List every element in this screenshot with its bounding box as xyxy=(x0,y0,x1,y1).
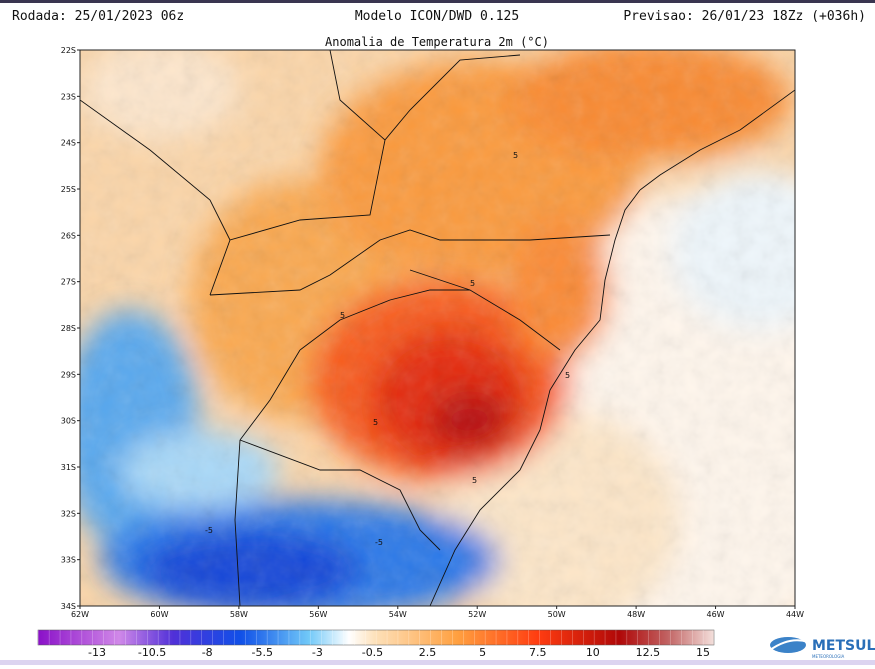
model-label: Modelo ICON/DWD 0.125 xyxy=(355,9,519,24)
lon-label: 56W xyxy=(309,610,327,619)
contour-label: 5 xyxy=(373,418,378,427)
colorbar-label: 2.5 xyxy=(419,646,437,659)
contour-label: 5 xyxy=(565,371,570,380)
lon-label: 54W xyxy=(389,610,407,619)
contour-label: 5 xyxy=(513,151,518,160)
lat-label: 27S xyxy=(61,278,76,287)
anomaly-field: 5 5 5 5 5 5 -5 -5 xyxy=(80,50,795,606)
lat-label: 33S xyxy=(61,556,76,565)
forecast-label: Previsao: 26/01/23 18Zz (+036h) xyxy=(623,9,866,24)
colorbar-label: -5.5 xyxy=(252,646,273,659)
lat-label: 25S xyxy=(61,185,76,194)
colorbar-boxes xyxy=(38,630,714,645)
lon-label: 50W xyxy=(548,610,566,619)
lon-label: 62W xyxy=(71,610,89,619)
lat-label: 26S xyxy=(61,231,76,240)
lat-label: 22S xyxy=(61,46,76,55)
axes: 22S23S24S25S26S27S28S29S30S31S32S33S34S6… xyxy=(61,46,804,619)
colorbar-label: 12.5 xyxy=(636,646,661,659)
lon-label: 58W xyxy=(230,610,248,619)
bottom-border xyxy=(0,660,875,665)
colorbar-label: -3 xyxy=(312,646,323,659)
logo-name: METSUL xyxy=(812,638,875,654)
map-title: Anomalia de Temperatura 2m (°C) xyxy=(325,35,549,49)
borders xyxy=(80,50,795,606)
top-border xyxy=(0,0,875,3)
contour-label: 5 xyxy=(340,311,345,320)
colorbar-label: 10 xyxy=(586,646,600,659)
lat-label: 31S xyxy=(61,463,76,472)
colorbar-label: 7.5 xyxy=(529,646,547,659)
lon-label: 48W xyxy=(627,610,645,619)
colorbar-label: 5 xyxy=(479,646,486,659)
lat-label: 29S xyxy=(61,370,76,379)
lat-label: 30S xyxy=(61,417,76,426)
lat-label: 32S xyxy=(61,509,76,518)
run-label: Rodada: 25/01/2023 06z xyxy=(12,9,184,24)
lon-label: 52W xyxy=(468,610,486,619)
lon-label: 44W xyxy=(786,610,804,619)
lat-label: 34S xyxy=(61,602,76,611)
contour-label: 5 xyxy=(472,476,477,485)
lat-label: 23S xyxy=(61,92,76,101)
colorbar-label: -13 xyxy=(88,646,106,659)
logo-tagline: METEOROLOGIA xyxy=(812,654,845,659)
colorbar-label: -10.5 xyxy=(138,646,166,659)
colorbar-label: -0.5 xyxy=(362,646,383,659)
lat-label: 24S xyxy=(61,139,76,148)
logo: METSUL METEOROLOGIA xyxy=(769,637,875,659)
contour-labels: 5 5 5 5 5 5 -5 -5 xyxy=(205,151,570,547)
lon-label: 46W xyxy=(707,610,725,619)
colorbar-label: 15 xyxy=(696,646,710,659)
contour-label: -5 xyxy=(375,538,383,547)
lon-label: 60W xyxy=(150,610,168,619)
colorbar-label: -8 xyxy=(202,646,213,659)
contour-label: -5 xyxy=(205,526,213,535)
lat-label: 28S xyxy=(61,324,76,333)
contour-label: 5 xyxy=(470,279,475,288)
colorbar-labels: -13 -10.5 -8 -5.5 -3 -0.5 2.5 5 7.5 10 12.5 15 xyxy=(88,646,710,659)
